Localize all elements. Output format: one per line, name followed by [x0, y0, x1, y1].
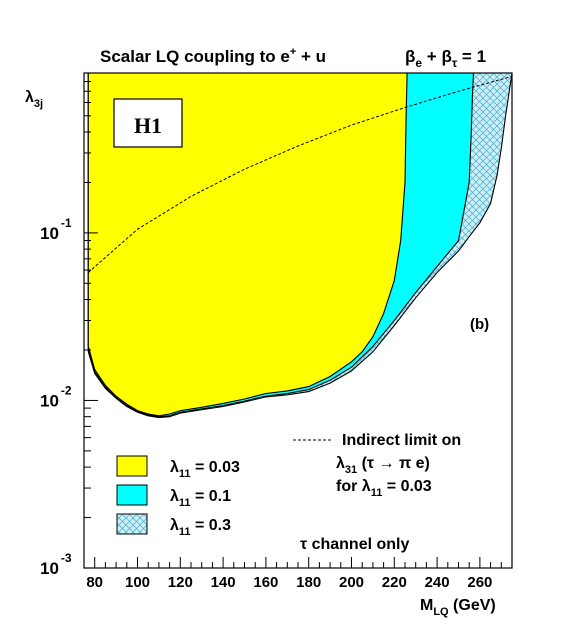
plot-area	[87, 73, 512, 419]
legend-label: λ11 = 0.1	[170, 488, 231, 509]
x-tick-label: 140	[211, 574, 236, 591]
y-axis: 10-1 10-2 10-3	[40, 72, 98, 578]
legend-swatch	[116, 455, 148, 477]
experiment-label: H1	[134, 113, 162, 138]
x-axis: 80 100 120 140 160 180 200 220 240 260	[86, 557, 513, 591]
legend-swatch	[116, 513, 148, 535]
experiment-label-box	[113, 98, 183, 148]
legend-label: λ11 = 0.3	[170, 517, 231, 538]
x-tick-label: 120	[168, 574, 193, 591]
y-tick-label: 10-2	[40, 383, 72, 410]
indirect-limit-curve	[87, 75, 512, 273]
x-axis-label: MLQ (GeV)	[420, 597, 496, 618]
legend: λ11 = 0.03 λ11 = 0.1 λ11 = 0.3	[116, 455, 240, 538]
x-tick-label: 260	[467, 574, 492, 591]
legend-swatch	[116, 484, 148, 506]
y-tick-label: 10-3	[40, 551, 72, 578]
y-tick-label: 10-1	[40, 216, 72, 243]
x-tick-label: 160	[253, 574, 278, 591]
indirect-limit-label-line1: Indirect limit on	[342, 432, 461, 449]
beta-condition: βe + βτ = 1	[405, 47, 486, 70]
x-tick-label: 100	[125, 574, 150, 591]
chart-title: Scalar LQ coupling to e+ + u	[100, 46, 326, 66]
y-axis-label: λ3j	[25, 89, 43, 110]
x-tick-label: 200	[339, 574, 364, 591]
x-tick-label: 220	[382, 574, 407, 591]
channel-note: τ channel only	[300, 536, 409, 553]
x-tick-label: 180	[296, 574, 321, 591]
legend-label: λ11 = 0.03	[170, 459, 240, 480]
indirect-limit-label-line3: for λ11 = 0.03	[336, 478, 432, 499]
exclusion-region-2	[87, 73, 408, 417]
panel-label: (b)	[470, 316, 489, 333]
indirect-limit-label-line2: λ31 (τ → π e)	[336, 455, 430, 476]
x-tick-label: 80	[86, 574, 103, 591]
x-tick-label: 240	[425, 574, 450, 591]
